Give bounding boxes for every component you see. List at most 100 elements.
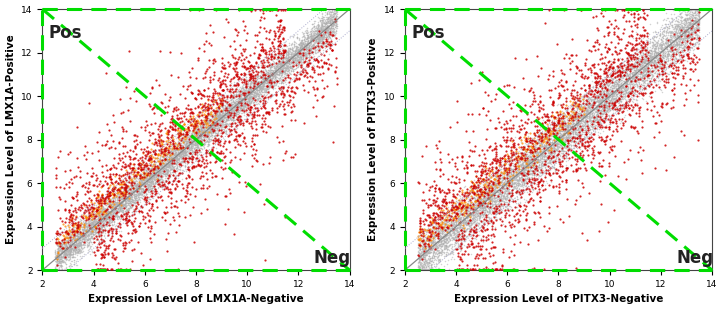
Point: [466, 215, 478, 220]
Point: [671, 59, 682, 64]
Point: [440, 228, 452, 232]
Point: [451, 212, 463, 217]
Point: [162, 175, 173, 180]
Point: [505, 193, 516, 197]
Point: [501, 193, 513, 198]
Point: [579, 88, 591, 93]
Point: [603, 29, 615, 34]
Point: [573, 146, 585, 151]
Point: [118, 198, 130, 203]
Point: [327, 33, 339, 38]
Point: [436, 228, 448, 233]
Point: [105, 206, 117, 211]
Point: [556, 104, 568, 109]
Point: [105, 208, 117, 213]
Point: [107, 181, 119, 186]
Point: [639, 79, 650, 84]
Point: [213, 122, 225, 127]
Point: [637, 56, 649, 61]
Point: [478, 207, 490, 212]
Point: [419, 245, 431, 250]
Point: [96, 203, 107, 208]
Point: [590, 81, 602, 86]
Point: [157, 153, 169, 158]
Point: [570, 125, 581, 130]
Point: [59, 245, 71, 250]
Point: [68, 241, 80, 246]
Point: [103, 201, 115, 206]
Point: [687, 24, 698, 29]
Point: [165, 163, 177, 168]
Point: [154, 194, 165, 199]
Point: [675, 40, 687, 45]
Point: [147, 166, 159, 171]
Point: [231, 118, 243, 123]
Point: [141, 154, 152, 159]
Point: [107, 217, 118, 222]
Point: [192, 146, 204, 151]
Point: [104, 209, 115, 214]
Point: [486, 260, 498, 265]
Point: [57, 249, 69, 254]
Point: [258, 73, 270, 78]
Point: [178, 139, 190, 144]
Point: [307, 33, 319, 38]
Point: [652, 58, 664, 63]
Point: [506, 159, 518, 164]
Point: [59, 267, 70, 272]
Point: [597, 68, 608, 73]
Point: [210, 113, 222, 117]
Point: [422, 248, 434, 253]
Point: [194, 137, 205, 142]
Point: [600, 94, 611, 99]
Point: [486, 203, 498, 208]
Point: [97, 217, 109, 222]
Point: [293, 61, 304, 66]
Point: [534, 94, 546, 99]
Point: [505, 135, 517, 140]
Point: [56, 263, 67, 268]
Point: [606, 73, 618, 78]
Point: [496, 196, 507, 201]
Point: [521, 156, 532, 161]
Point: [682, 19, 694, 24]
Point: [513, 201, 524, 206]
Point: [59, 249, 71, 254]
Point: [542, 126, 554, 131]
Point: [286, 60, 297, 65]
Point: [290, 51, 302, 56]
Point: [119, 190, 130, 195]
Point: [520, 172, 531, 177]
Point: [529, 158, 540, 163]
Point: [534, 129, 546, 134]
Point: [165, 196, 177, 201]
Point: [666, 36, 677, 41]
Point: [608, 90, 619, 95]
Point: [320, 29, 332, 34]
Point: [178, 140, 190, 145]
Point: [111, 216, 123, 221]
Point: [523, 161, 534, 166]
Point: [255, 58, 267, 63]
Point: [587, 44, 599, 49]
Point: [593, 122, 605, 126]
Point: [616, 86, 627, 91]
Point: [101, 209, 112, 214]
Point: [259, 75, 270, 80]
Point: [51, 251, 63, 256]
Point: [192, 104, 204, 109]
Point: [450, 241, 462, 246]
Point: [104, 145, 115, 150]
Point: [624, 80, 636, 85]
Point: [432, 245, 444, 250]
Point: [242, 102, 254, 107]
Point: [542, 155, 553, 160]
Point: [497, 186, 508, 191]
Point: [631, 57, 642, 62]
Point: [201, 134, 212, 139]
Point: [209, 100, 220, 105]
Point: [240, 92, 252, 97]
Point: [573, 113, 584, 118]
Point: [528, 161, 539, 166]
Point: [117, 197, 128, 202]
